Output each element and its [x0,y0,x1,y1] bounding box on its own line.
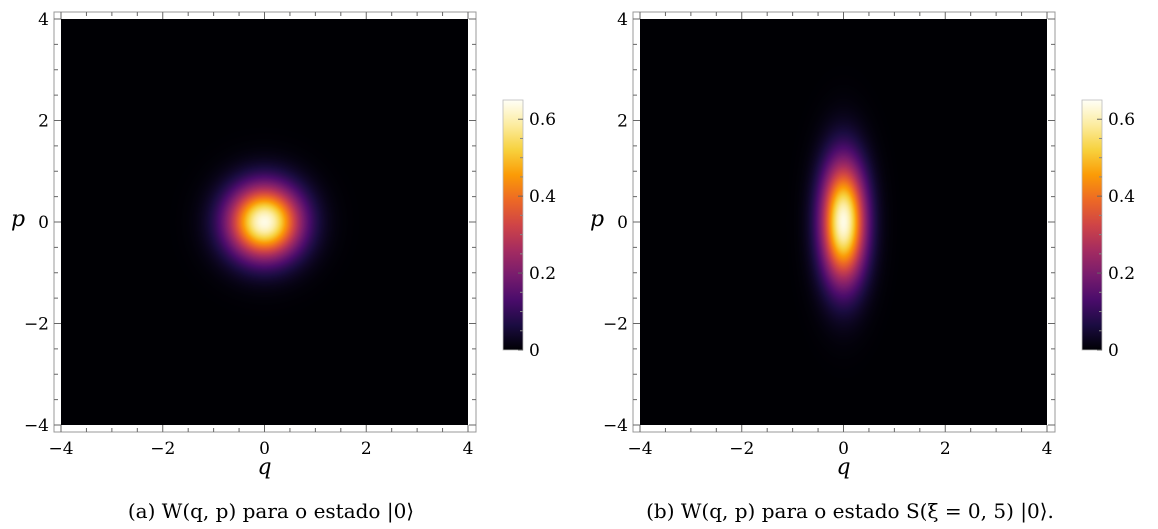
x-tick-label: 2 [361,439,372,459]
y-tick-label: 0 [617,213,628,233]
x-axis-label: q [836,455,850,480]
y-tick-label: −4 [603,416,628,436]
y-tick-label: 2 [38,112,49,132]
colorbar-tick-label: 0 [1108,341,1119,361]
colorbar-tick-label: 0.6 [529,110,556,130]
colorbar [1082,100,1102,350]
y-axis-label: p [590,207,604,232]
figure-caption: (a) W(q, p) para o estado |0⟩ [128,499,414,524]
heatmap-image [640,19,1047,425]
x-tick-label: −4 [627,439,652,459]
y-axis-label: p [11,207,25,232]
heatmap-image [61,19,468,425]
x-axis-label: q [257,455,271,480]
colorbar-tick-label: 0.2 [529,264,556,284]
x-tick-label: 4 [463,439,474,459]
ticks [633,12,1055,432]
plot-panel-b: −4 −2 0 2 4 −4 −2 0 2 4 q p 0 0.2 0.4 0.6 (b) W(q, p) pa… [579,0,1158,529]
colorbar-tick-label: 0.2 [1108,264,1135,284]
x-tick-label: 2 [940,439,951,459]
y-tick-label: 4 [617,10,628,30]
colorbar-frame [1081,99,1103,351]
x-tick-label: −2 [150,439,175,459]
x-tick-label: 0 [838,439,849,459]
y-tick-label: −2 [603,315,628,335]
y-tick-label: 2 [617,112,628,132]
colorbar-tick-label: 0.4 [529,187,556,207]
figure-caption: (b) W(q, p) para o estado S(ξ = 0, 5) |0… [646,499,1054,524]
y-tick-label: −4 [24,416,49,436]
ticks [54,12,476,432]
y-tick-label: 0 [38,213,49,233]
x-tick-label: −2 [729,439,754,459]
x-tick-label: 4 [1042,439,1053,459]
colorbar-tick-label: 0.6 [1108,110,1135,130]
plot-panel-a: −4 −2 0 2 4 −4 −2 0 2 4 q p 0 0.2 0.4 0.6 (a) W(q, p) pa… [11,10,556,524]
y-tick-label: 4 [38,10,49,30]
y-tick-label: −2 [24,315,49,335]
colorbar-frame [502,99,524,351]
colorbar-tick-label: 0.4 [1108,187,1135,207]
colorbar [503,100,523,350]
colorbar-tick-label: 0 [529,341,540,361]
x-tick-label: −4 [48,439,73,459]
x-tick-label: 0 [259,439,270,459]
